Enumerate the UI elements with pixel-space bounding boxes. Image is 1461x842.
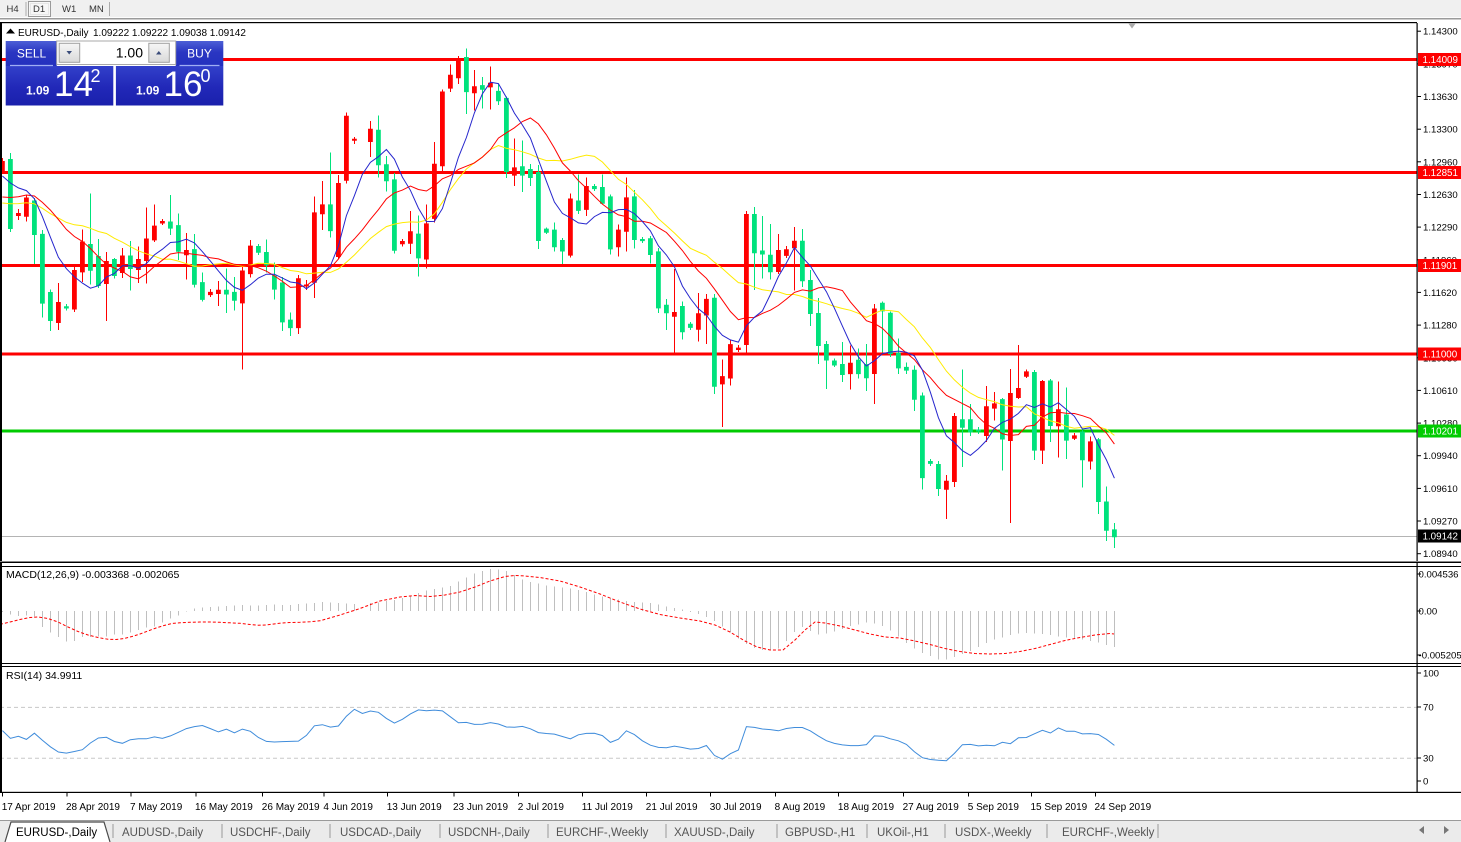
svg-text:RSI(14) 34.9911: RSI(14) 34.9911 bbox=[6, 670, 82, 682]
svg-text:17 Apr 2019: 17 Apr 2019 bbox=[2, 802, 56, 813]
svg-text:1.14009: 1.14009 bbox=[1423, 55, 1458, 66]
svg-text:1.09610: 1.09610 bbox=[1423, 484, 1458, 495]
svg-text:1.14300: 1.14300 bbox=[1423, 27, 1458, 38]
svg-text:4 Jun 2019: 4 Jun 2019 bbox=[323, 802, 373, 813]
svg-text:8 Aug 2019: 8 Aug 2019 bbox=[775, 802, 826, 813]
svg-text:1.12851: 1.12851 bbox=[1423, 168, 1458, 179]
svg-text:EURUSD-,Daily: EURUSD-,Daily bbox=[16, 827, 97, 839]
svg-text:1.10201: 1.10201 bbox=[1423, 427, 1458, 438]
svg-text:USDCHF-,Daily: USDCHF-,Daily bbox=[230, 827, 311, 839]
svg-text:7 May 2019: 7 May 2019 bbox=[130, 802, 183, 813]
svg-text:1.13300: 1.13300 bbox=[1423, 125, 1458, 136]
svg-text:30 Jul 2019: 30 Jul 2019 bbox=[710, 802, 762, 813]
svg-text:26 May 2019: 26 May 2019 bbox=[262, 802, 320, 813]
svg-text:1.11901: 1.11901 bbox=[1423, 261, 1458, 272]
svg-text:24 Sep 2019: 24 Sep 2019 bbox=[1095, 802, 1152, 813]
svg-text:SELL: SELL bbox=[17, 47, 47, 61]
svg-text:0.004536: 0.004536 bbox=[1419, 570, 1459, 581]
svg-text:XAUUSD-,Daily: XAUUSD-,Daily bbox=[674, 827, 755, 839]
svg-text:1.09: 1.09 bbox=[136, 84, 160, 98]
svg-text:1.10280: 1.10280 bbox=[1423, 419, 1458, 430]
svg-text:100: 100 bbox=[1423, 669, 1439, 680]
svg-text:EURCHF-,Weekly: EURCHF-,Weekly bbox=[1062, 827, 1155, 839]
svg-text:MN: MN bbox=[89, 4, 104, 15]
svg-text:1.09222 1.09222 1.09038 1.0914: 1.09222 1.09222 1.09038 1.09142 bbox=[93, 28, 246, 39]
svg-text:1.09940: 1.09940 bbox=[1423, 451, 1458, 462]
svg-text:18 Aug 2019: 18 Aug 2019 bbox=[838, 802, 895, 813]
svg-text:5 Sep 2019: 5 Sep 2019 bbox=[968, 802, 1020, 813]
svg-text:H4: H4 bbox=[7, 4, 19, 15]
svg-text:0: 0 bbox=[201, 66, 211, 86]
svg-text:15 Sep 2019: 15 Sep 2019 bbox=[1031, 802, 1088, 813]
svg-text:EURCHF-,Weekly: EURCHF-,Weekly bbox=[556, 827, 649, 839]
svg-text:UKOil-,H1: UKOil-,H1 bbox=[877, 827, 929, 839]
svg-text:AUDUSD-,Daily: AUDUSD-,Daily bbox=[122, 827, 203, 839]
svg-text:23 Jun 2019: 23 Jun 2019 bbox=[453, 802, 508, 813]
svg-text:1.11620: 1.11620 bbox=[1423, 288, 1457, 299]
svg-text:1.12960: 1.12960 bbox=[1423, 157, 1458, 168]
svg-text:USDX-,Weekly: USDX-,Weekly bbox=[955, 827, 1032, 839]
svg-text:GBPUSD-,H1: GBPUSD-,H1 bbox=[785, 827, 855, 839]
svg-text:1.12290: 1.12290 bbox=[1423, 223, 1458, 234]
svg-text:1.11000: 1.11000 bbox=[1423, 350, 1458, 361]
svg-text:USDCNH-,Daily: USDCNH-,Daily bbox=[448, 827, 530, 839]
svg-text:D1: D1 bbox=[33, 4, 45, 15]
svg-text:1.10610: 1.10610 bbox=[1423, 386, 1458, 397]
svg-text:1.09142: 1.09142 bbox=[1423, 532, 1458, 543]
svg-text:16 May 2019: 16 May 2019 bbox=[195, 802, 253, 813]
svg-text:16: 16 bbox=[164, 65, 203, 104]
svg-text:1.09270: 1.09270 bbox=[1423, 517, 1458, 528]
svg-text:11 Jul 2019: 11 Jul 2019 bbox=[582, 802, 633, 813]
svg-text:-0.005205: -0.005205 bbox=[1419, 651, 1461, 662]
svg-text:0: 0 bbox=[1423, 777, 1428, 788]
svg-text:1.09: 1.09 bbox=[26, 84, 50, 98]
svg-text:2: 2 bbox=[91, 66, 101, 86]
svg-text:21 Jul 2019: 21 Jul 2019 bbox=[646, 802, 698, 813]
svg-text:USDCAD-,Daily: USDCAD-,Daily bbox=[340, 827, 421, 839]
svg-text:27 Aug 2019: 27 Aug 2019 bbox=[903, 802, 960, 813]
svg-text:BUY: BUY bbox=[187, 47, 212, 61]
svg-text:13 Jun 2019: 13 Jun 2019 bbox=[387, 802, 442, 813]
svg-text:14: 14 bbox=[54, 65, 93, 104]
svg-text:1.13630: 1.13630 bbox=[1423, 92, 1458, 103]
svg-text:2 Jul 2019: 2 Jul 2019 bbox=[518, 802, 565, 813]
svg-text:1.00: 1.00 bbox=[116, 45, 143, 61]
svg-text:70: 70 bbox=[1423, 703, 1434, 714]
svg-text:30: 30 bbox=[1423, 754, 1434, 765]
svg-text:1.08940: 1.08940 bbox=[1423, 549, 1458, 560]
svg-text:1.11280: 1.11280 bbox=[1423, 321, 1457, 332]
svg-text:0.00: 0.00 bbox=[1419, 607, 1438, 618]
svg-text:W1: W1 bbox=[62, 4, 76, 15]
svg-text:28 Apr 2019: 28 Apr 2019 bbox=[66, 802, 120, 813]
svg-text:MACD(12,26,9) -0.003368 -0.002: MACD(12,26,9) -0.003368 -0.002065 bbox=[6, 569, 180, 581]
svg-text:1.12630: 1.12630 bbox=[1423, 190, 1458, 201]
svg-text:EURUSD-,Daily: EURUSD-,Daily bbox=[18, 28, 89, 39]
